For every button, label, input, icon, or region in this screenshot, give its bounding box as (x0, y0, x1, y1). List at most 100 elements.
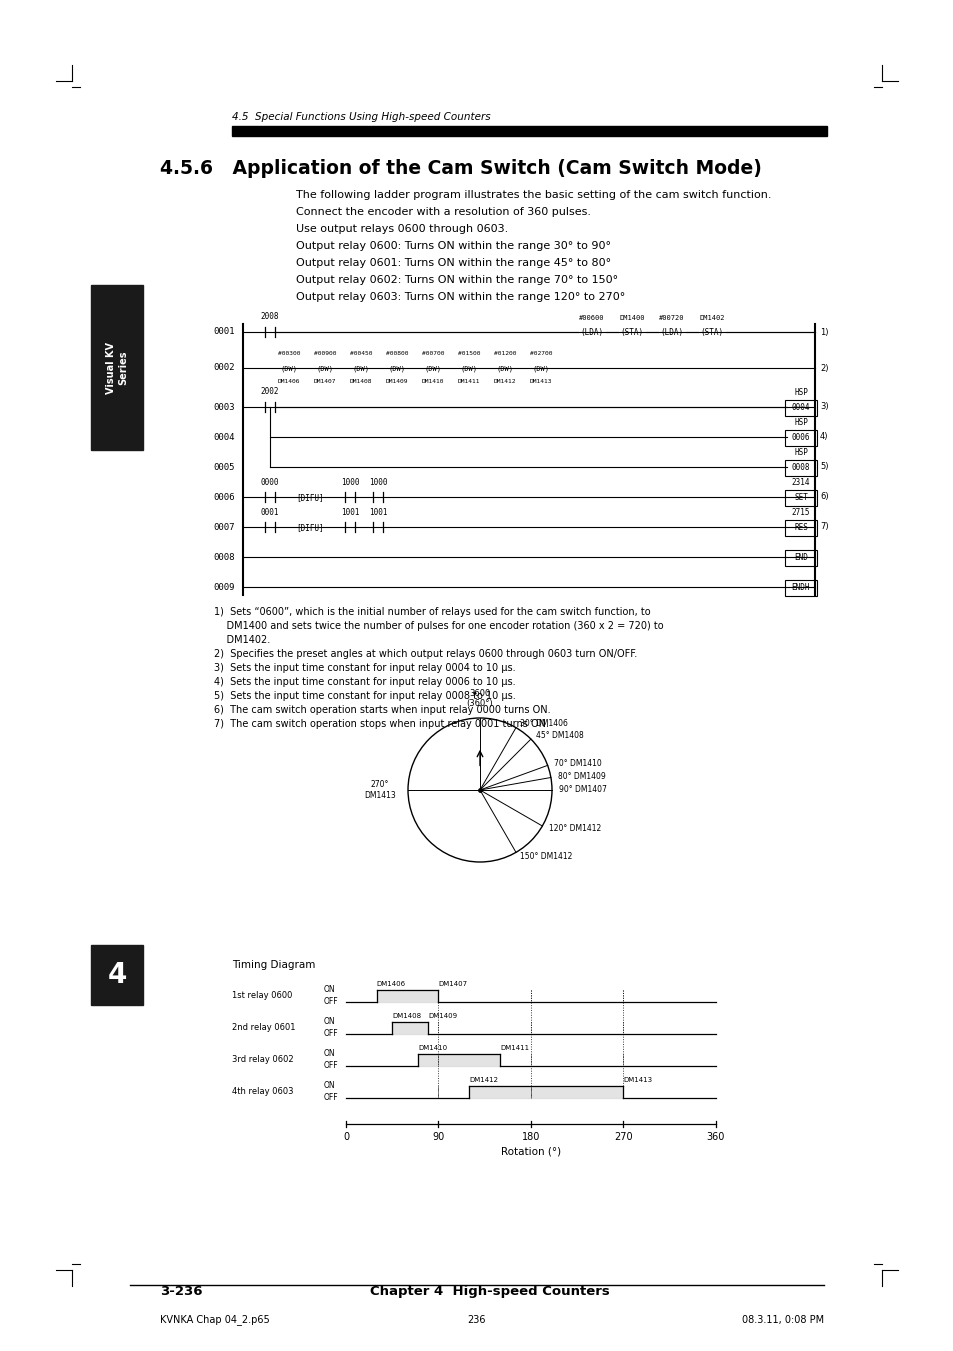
Text: 1000: 1000 (340, 478, 359, 486)
Text: DM1406: DM1406 (277, 380, 300, 384)
Text: (STA): (STA) (700, 328, 722, 338)
Text: 90: 90 (432, 1132, 444, 1142)
Text: OFF: OFF (324, 1062, 338, 1070)
Text: 0008: 0008 (791, 463, 809, 473)
Text: DM1413: DM1413 (529, 380, 552, 384)
Text: #01200: #01200 (494, 351, 516, 357)
Text: 2002: 2002 (260, 386, 279, 396)
Text: 150° DM1412: 150° DM1412 (520, 852, 572, 861)
Text: OFF: OFF (324, 997, 338, 1006)
Text: 3): 3) (820, 403, 828, 412)
Text: KVNKA Chap 04_2.p65: KVNKA Chap 04_2.p65 (160, 1315, 270, 1325)
Text: Connect the encoder with a resolution of 360 pulses.: Connect the encoder with a resolution of… (295, 207, 590, 218)
Text: 2715: 2715 (791, 508, 809, 517)
Text: (DW): (DW) (352, 366, 369, 373)
Bar (232, 126, 826, 136)
Text: 0000: 0000 (260, 478, 279, 486)
Text: #01500: #01500 (457, 351, 479, 357)
Text: (DW): (DW) (388, 366, 405, 373)
Text: 180: 180 (521, 1132, 539, 1142)
Text: #00600: #00600 (578, 315, 604, 322)
Text: DM1413: DM1413 (623, 1077, 652, 1084)
Text: DM1411: DM1411 (457, 380, 479, 384)
Text: 1): 1) (820, 327, 827, 336)
Text: 0002: 0002 (213, 363, 234, 373)
Text: #00450: #00450 (350, 351, 372, 357)
Text: Visual KV
Series: Visual KV Series (106, 342, 128, 393)
Text: (LDA): (LDA) (579, 328, 603, 338)
Text: 4th relay 0603: 4th relay 0603 (232, 1088, 294, 1097)
Text: ON: ON (324, 1082, 335, 1090)
Text: [DIFU]: [DIFU] (295, 523, 323, 532)
Text: (LDA): (LDA) (659, 328, 683, 338)
Text: ON: ON (324, 1017, 335, 1027)
Text: Output relay 0602: Turns ON within the range 70° to 150°: Output relay 0602: Turns ON within the r… (295, 276, 618, 285)
Text: SET: SET (793, 493, 807, 503)
Text: DM1406: DM1406 (376, 981, 406, 988)
Bar (784, 520, 816, 536)
Text: HSP: HSP (793, 417, 807, 427)
Text: Use output relays 0600 through 0603.: Use output relays 0600 through 0603. (295, 224, 508, 234)
Text: 4: 4 (107, 961, 127, 989)
Text: 4)  Sets the input time constant for input relay 0006 to 10 μs.: 4) Sets the input time constant for inpu… (213, 677, 515, 688)
Text: 0004: 0004 (791, 404, 809, 412)
Text: Output relay 0600: Turns ON within the range 30° to 90°: Output relay 0600: Turns ON within the r… (295, 240, 610, 251)
Text: DM1407: DM1407 (314, 380, 335, 384)
Text: (DW): (DW) (316, 366, 334, 373)
Text: DM1412: DM1412 (494, 380, 516, 384)
Text: [DIFU]: [DIFU] (295, 493, 323, 503)
Text: 0003: 0003 (213, 403, 234, 412)
Text: 3)  Sets the input time constant for input relay 0004 to 10 μs.: 3) Sets the input time constant for inpu… (213, 663, 515, 673)
Text: ON: ON (324, 985, 335, 994)
Text: 1st relay 0600: 1st relay 0600 (232, 992, 292, 1001)
Text: DM1410: DM1410 (417, 1046, 447, 1051)
Text: 0: 0 (342, 1132, 349, 1142)
Text: Timing Diagram: Timing Diagram (232, 961, 315, 970)
Text: #00800: #00800 (385, 351, 408, 357)
Text: 0006: 0006 (213, 493, 234, 501)
Text: END: END (793, 554, 807, 562)
Text: 30° DM1406: 30° DM1406 (520, 719, 568, 728)
Text: DM1400 and sets twice the number of pulses for one encoder rotation (360 x 2 = 7: DM1400 and sets twice the number of puls… (213, 621, 663, 631)
Bar (784, 550, 816, 566)
Text: DM1410: DM1410 (421, 380, 444, 384)
Text: Output relay 0603: Turns ON within the range 120° to 270°: Output relay 0603: Turns ON within the r… (295, 292, 624, 303)
Text: #00300: #00300 (277, 351, 300, 357)
Text: 120° DM1412: 120° DM1412 (548, 824, 600, 834)
Text: Output relay 0601: Turns ON within the range 45° to 80°: Output relay 0601: Turns ON within the r… (295, 258, 611, 267)
Text: 0001: 0001 (213, 327, 234, 336)
Bar (91, 944, 143, 1005)
Bar (784, 400, 816, 416)
Text: DM1409: DM1409 (385, 380, 408, 384)
Text: (STA): (STA) (619, 328, 643, 338)
Text: 2)  Specifies the preset angles at which output relays 0600 through 0603 turn ON: 2) Specifies the preset angles at which … (213, 648, 637, 659)
Text: DM1409: DM1409 (428, 1013, 456, 1019)
Bar (784, 580, 816, 596)
Text: (DW): (DW) (280, 366, 297, 373)
Text: 1001: 1001 (369, 508, 387, 517)
Text: 0006: 0006 (791, 434, 809, 443)
Text: (DW): (DW) (496, 366, 513, 373)
Text: 1001: 1001 (340, 508, 359, 517)
Text: 80° DM1409: 80° DM1409 (558, 773, 605, 781)
Text: 3rd relay 0602: 3rd relay 0602 (232, 1055, 294, 1065)
Text: 3-236: 3-236 (160, 1285, 202, 1298)
Text: 2nd relay 0601: 2nd relay 0601 (232, 1024, 295, 1032)
Text: #02700: #02700 (529, 351, 552, 357)
Text: (DW): (DW) (460, 366, 477, 373)
Text: 2): 2) (820, 363, 827, 373)
Text: 2314: 2314 (791, 478, 809, 486)
Text: DM1400: DM1400 (618, 315, 644, 322)
Text: 7): 7) (820, 523, 828, 531)
Bar (91, 285, 143, 450)
Text: 90° DM1407: 90° DM1407 (558, 785, 606, 794)
Text: 7)  The cam switch operation stops when input relay 0001 turns ON.: 7) The cam switch operation stops when i… (213, 719, 548, 730)
Text: 45° DM1408: 45° DM1408 (536, 731, 583, 740)
Text: (DW): (DW) (424, 366, 441, 373)
Text: ENDH: ENDH (791, 584, 809, 593)
Text: HSP: HSP (793, 388, 807, 397)
Text: 270: 270 (614, 1132, 632, 1142)
Text: 0007: 0007 (213, 523, 234, 531)
Text: OFF: OFF (324, 1093, 338, 1102)
Text: 6)  The cam switch operation starts when input relay 0000 turns ON.: 6) The cam switch operation starts when … (213, 705, 550, 715)
